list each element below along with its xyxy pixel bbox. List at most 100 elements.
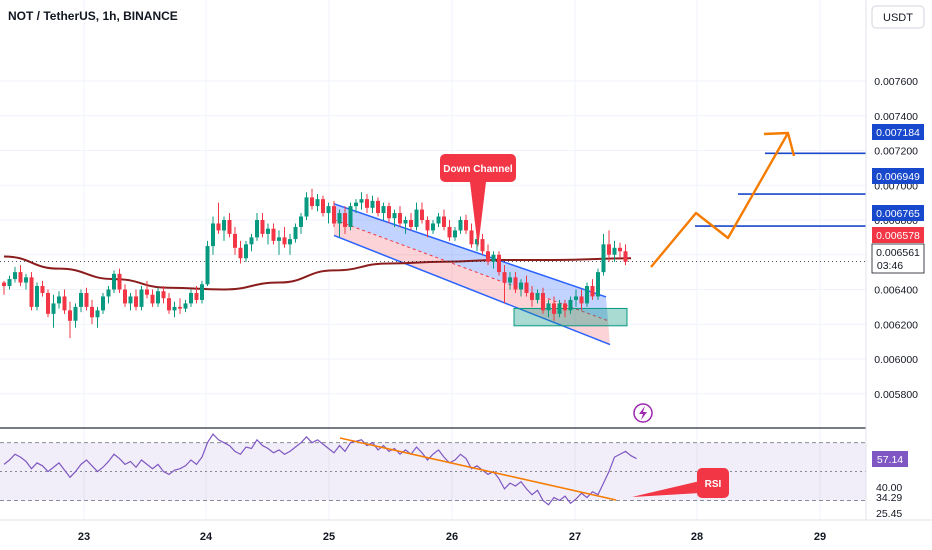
candle bbox=[612, 240, 617, 262]
candle bbox=[326, 202, 331, 224]
candle bbox=[172, 301, 177, 318]
candle bbox=[574, 289, 578, 307]
candle bbox=[84, 287, 89, 311]
candle bbox=[310, 188, 314, 210]
lightning-icon[interactable] bbox=[633, 403, 653, 423]
candle bbox=[376, 197, 380, 217]
ma-line bbox=[3, 255, 632, 291]
candle bbox=[277, 230, 281, 255]
candle bbox=[447, 220, 452, 241]
channel-lower-fill bbox=[334, 219, 610, 345]
candle bbox=[299, 213, 303, 234]
candle bbox=[519, 279, 523, 297]
candle bbox=[480, 233, 485, 255]
candle bbox=[513, 272, 518, 293]
candle bbox=[304, 192, 309, 220]
candle bbox=[332, 200, 336, 227]
rsi-pane bbox=[0, 433, 866, 506]
chart-title: NOT / TetherUS, 1h, BINANCE bbox=[8, 9, 178, 23]
candle bbox=[117, 268, 122, 293]
candle bbox=[24, 273, 28, 290]
rsi-tick: 25.45 bbox=[876, 508, 902, 520]
candle bbox=[354, 199, 358, 214]
candle bbox=[414, 202, 419, 231]
candle bbox=[420, 202, 424, 224]
candle bbox=[194, 286, 199, 304]
candle bbox=[579, 289, 584, 311]
candle bbox=[79, 289, 83, 313]
candle bbox=[365, 193, 369, 214]
candle bbox=[233, 226, 237, 255]
candle bbox=[321, 195, 325, 217]
badge-last-price: 0.006561 03:46 bbox=[871, 243, 925, 274]
candle bbox=[315, 193, 320, 212]
candle bbox=[57, 291, 61, 309]
candles bbox=[2, 188, 628, 339]
candle bbox=[381, 202, 386, 220]
channel-upper-fill bbox=[334, 203, 608, 321]
candle bbox=[216, 202, 221, 234]
price-tick: 0.006000 bbox=[874, 354, 918, 366]
candle bbox=[183, 299, 188, 313]
candle bbox=[508, 272, 512, 290]
badge-target3: 0.007184 bbox=[872, 124, 924, 140]
candle bbox=[563, 299, 567, 318]
projection-path bbox=[650, 132, 790, 268]
candle bbox=[227, 213, 232, 238]
candle bbox=[469, 223, 474, 248]
main-pane-bg bbox=[0, 0, 866, 428]
candle bbox=[205, 240, 210, 287]
badge-ma-text: 0.006578 bbox=[876, 230, 920, 242]
candle bbox=[288, 233, 292, 255]
candle bbox=[7, 275, 12, 290]
badge-ma: 0.006578 bbox=[872, 227, 924, 243]
candle bbox=[167, 292, 171, 314]
badge-rsi-value: 57.14 bbox=[872, 451, 908, 467]
candle bbox=[370, 195, 375, 214]
candle bbox=[139, 286, 144, 311]
candle bbox=[249, 233, 254, 252]
time-tick: 27 bbox=[569, 531, 581, 543]
down-channel-callout: Down Channel bbox=[440, 154, 516, 248]
time-tick: 24 bbox=[200, 531, 213, 543]
channel-mid-line bbox=[333, 219, 609, 322]
candle bbox=[552, 296, 556, 321]
candle bbox=[106, 286, 111, 304]
candle bbox=[40, 280, 45, 297]
candle bbox=[29, 272, 34, 311]
channel-top-line bbox=[333, 203, 607, 298]
candle bbox=[35, 282, 39, 311]
candle bbox=[337, 209, 342, 238]
last-price-text: 0.006561 bbox=[876, 247, 920, 259]
candle bbox=[123, 284, 127, 307]
rsi-line bbox=[3, 433, 637, 506]
candle bbox=[238, 240, 243, 264]
candle bbox=[458, 216, 463, 234]
candle bbox=[436, 213, 441, 227]
candle bbox=[112, 270, 116, 293]
candle bbox=[568, 296, 573, 314]
rsi-trendline bbox=[339, 437, 617, 501]
candle bbox=[464, 214, 468, 234]
currency-button[interactable]: USDT bbox=[871, 5, 925, 29]
candle bbox=[359, 192, 364, 210]
target-levels bbox=[695, 152, 866, 227]
candle bbox=[271, 223, 276, 245]
candle bbox=[601, 233, 606, 276]
price-tick: 0.007600 bbox=[874, 76, 918, 88]
candle bbox=[541, 287, 545, 314]
candle bbox=[425, 216, 430, 238]
candle bbox=[618, 242, 622, 259]
candle bbox=[398, 206, 402, 227]
candle bbox=[453, 226, 457, 241]
candle bbox=[2, 280, 6, 295]
time-axis[interactable]: 23 24 25 26 27 28 29 bbox=[78, 531, 826, 543]
rsi-callout: RSI bbox=[632, 468, 729, 498]
candle bbox=[189, 289, 193, 307]
arrow-head bbox=[763, 131, 796, 157]
candle bbox=[497, 251, 501, 276]
candle bbox=[95, 306, 100, 328]
badge-target2-text: 0.006949 bbox=[876, 171, 920, 183]
moving-average bbox=[0, 255, 866, 291]
